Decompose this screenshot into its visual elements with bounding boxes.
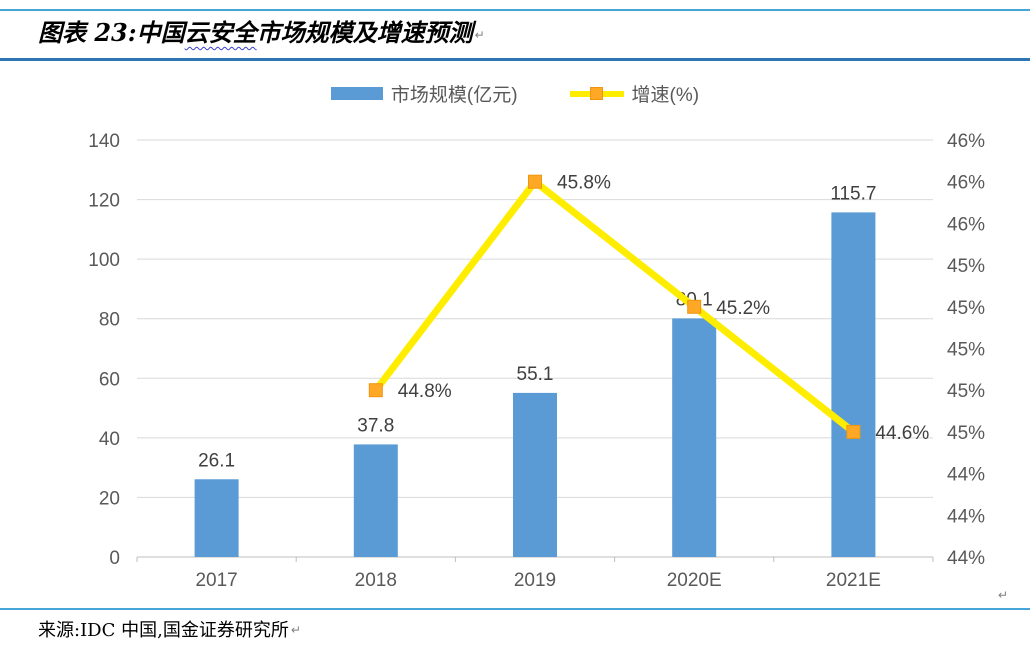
title-text-wavy: 云安全 <box>184 18 257 47</box>
line-data-label: 45.8% <box>557 173 611 194</box>
line-data-label: 45.2% <box>716 298 770 319</box>
bar-data-label: 115.7 <box>830 183 876 204</box>
right-axis-tick-label: 45% <box>947 298 985 319</box>
bar-data-label: 55.1 <box>517 364 554 385</box>
footer-divider <box>0 608 1030 610</box>
line-series-label: 增速(%) <box>631 85 700 106</box>
bar-2019 <box>513 392 557 557</box>
right-axis-tick-label: 46% <box>947 173 985 194</box>
left-axis-tick-label: 20 <box>99 488 120 509</box>
cell-end-mark-icon: ↵ <box>998 588 1009 602</box>
figure-label: 图表 23: <box>38 18 137 47</box>
left-axis-tick-label: 120 <box>88 191 120 212</box>
right-axis-tick-label: 45% <box>947 256 985 277</box>
x-axis-category-label: 2020E <box>667 570 722 591</box>
bar-data-label: 26.1 <box>198 450 235 471</box>
right-axis-tick-label: 44% <box>947 506 985 527</box>
right-axis-tick-label: 45% <box>947 381 985 402</box>
bar-series-swatch-icon <box>330 87 383 100</box>
left-axis-tick-label: 80 <box>99 310 120 331</box>
legend-item-line-series: 增速(%) <box>569 80 700 107</box>
paragraph-mark-icon: ↵ <box>290 623 301 637</box>
line-series-swatch-icon <box>569 86 624 101</box>
left-axis-tick-label: 40 <box>99 429 120 450</box>
bar-data-label: 37.8 <box>357 415 394 436</box>
x-axis-category-label: 2018 <box>355 570 397 591</box>
figure-title: 图表 23:中国云安全市场规模及增速预测 ↵ <box>38 13 998 48</box>
top-divider <box>0 9 1030 11</box>
left-axis-tick-label: 140 <box>88 131 120 152</box>
line-marker-2021E <box>846 424 861 439</box>
x-axis-category-label: 2017 <box>195 570 237 591</box>
left-axis-tick-label: 60 <box>99 369 120 390</box>
source-note: 来源:IDC 中国,国金证券研究所 ↵ <box>38 616 998 642</box>
left-axis-tick-label: 100 <box>88 250 120 271</box>
line-data-label: 44.8% <box>398 381 452 402</box>
right-axis-tick-label: 45% <box>947 340 985 361</box>
x-axis-category-label: 2021E <box>826 570 881 591</box>
right-axis-tick-label: 46% <box>947 131 985 152</box>
right-axis-tick-label: 44% <box>947 465 985 486</box>
line-marker-2020E <box>687 299 702 314</box>
title-text-post: 市场规模及增速预测 <box>256 18 473 47</box>
right-axis-tick-label: 44% <box>947 548 985 569</box>
source-text: 来源:IDC 中国,国金证券研究所 <box>38 620 289 641</box>
title-divider <box>0 58 1030 61</box>
line-marker-2019 <box>528 174 542 189</box>
right-axis-tick-label: 45% <box>947 423 985 444</box>
legend-item-bar-series: 市场规模(亿元) <box>330 80 518 107</box>
bar-2021E <box>831 212 876 558</box>
left-axis-tick-label: 0 <box>109 548 120 569</box>
chart-legend: 市场规模(亿元) 增速(%) <box>0 80 1030 107</box>
x-axis-category-label: 2019 <box>514 570 556 591</box>
paragraph-mark-icon: ↵ <box>474 28 485 42</box>
title-text-pre: 中国 <box>136 18 185 47</box>
line-marker-2018 <box>368 383 383 398</box>
bar-series-label: 市场规模(亿元) <box>390 85 518 106</box>
line-data-label: 44.6% <box>875 423 929 444</box>
bar-2017 <box>194 479 239 557</box>
right-axis-tick-label: 46% <box>947 214 985 235</box>
bar-2018 <box>353 444 398 557</box>
growth-line <box>373 178 856 435</box>
bar-2020E <box>672 318 717 557</box>
